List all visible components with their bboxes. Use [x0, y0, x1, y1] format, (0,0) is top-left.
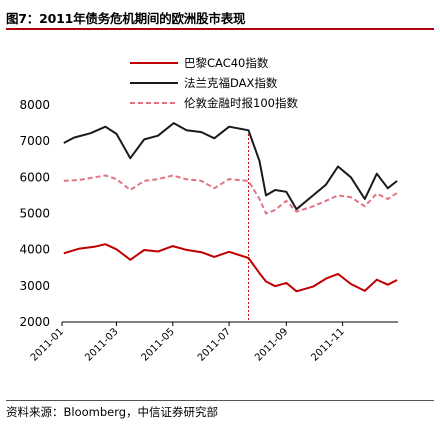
- x-axis: 2011-01 2011-03 2011-05 2011-07 2011-09 2011-…: [29, 321, 398, 364]
- figure-title-bar: 图7：2011年债务危机期间的欧洲股市表现: [6, 6, 434, 30]
- x-tick-label: 2011-09: [253, 326, 290, 363]
- y-tick-label: 4000: [19, 243, 50, 257]
- series-line-dax: [63, 122, 398, 211]
- legend-label-dax: 法兰克福DAX指数: [184, 76, 278, 90]
- x-tick-label: 2011-01: [29, 326, 66, 363]
- y-tick-label: 5000: [19, 207, 50, 221]
- y-tick-label: 7000: [19, 134, 50, 148]
- figure-title: 图7：2011年债务危机期间的欧洲股市表现: [6, 11, 246, 26]
- x-tick-label: 2011-03: [83, 326, 120, 363]
- x-tick-label: 2011-11: [309, 326, 346, 363]
- legend-label-ftse100: 伦敦金融时报100指数: [184, 96, 298, 110]
- y-tick-label: 2000: [19, 315, 50, 329]
- y-tick-label: 3000: [19, 279, 50, 293]
- source-divider: [6, 400, 434, 401]
- legend-label-cac40: 巴黎CAC40指数: [184, 56, 269, 70]
- x-tick-label: 2011-07: [196, 326, 233, 363]
- x-tick-label: 2011-05: [140, 326, 177, 363]
- series-line-cac40: [63, 243, 398, 293]
- y-axis: 2000 3000 4000 5000 6000 7000 8000: [19, 98, 50, 329]
- plot-area: [63, 122, 398, 322]
- y-tick-label: 8000: [19, 98, 50, 112]
- source-note: 资料来源：Bloomberg，中信证券研究部: [6, 405, 219, 419]
- series-line-ftse100: [63, 174, 398, 215]
- y-tick-label: 6000: [19, 170, 50, 184]
